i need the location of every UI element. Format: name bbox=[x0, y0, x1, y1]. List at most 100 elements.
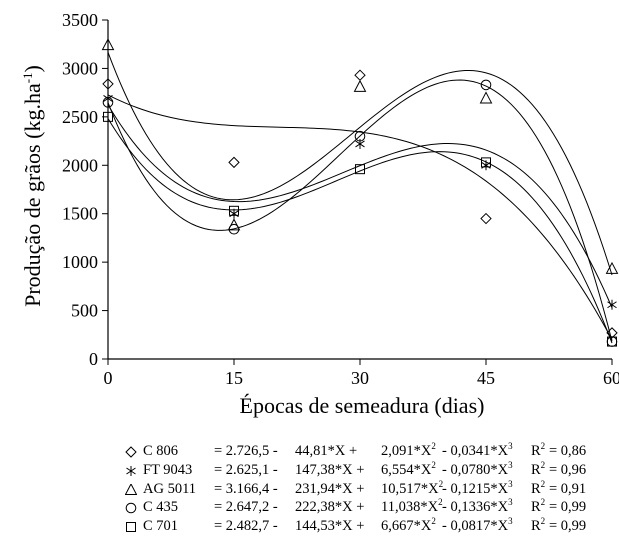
y-tick-label: 500 bbox=[71, 301, 98, 321]
legend-term-cubic: - 0,1336*X3 bbox=[442, 497, 513, 516]
fit-curve-ft-9043 bbox=[107, 104, 613, 308]
legend-term-cubic: - 0,0780*X3 bbox=[442, 459, 513, 478]
legend-term-cubic: - 0,1215*X3 bbox=[442, 478, 513, 497]
fit-curve-c-435 bbox=[107, 79, 613, 342]
legend-series-name: C 435 bbox=[143, 499, 179, 516]
data-point-c-806 bbox=[606, 327, 618, 339]
legend-term-linear: 231,94*X + bbox=[295, 480, 365, 497]
diamond-marker-icon bbox=[125, 446, 137, 458]
y-tick-label: 3000 bbox=[62, 58, 98, 78]
data-point-c-435 bbox=[354, 130, 366, 142]
exponent: 2 bbox=[438, 497, 443, 508]
legend-r-squared-label: R2 bbox=[531, 478, 546, 497]
legend-series-name: AG 5011 bbox=[143, 480, 197, 497]
tick-labels: 0 500 1000 1500 2000 2500 3000 3500 0 15 30 45 60 bbox=[62, 10, 619, 388]
exponent: 3 bbox=[508, 459, 513, 470]
legend-term-linear: 44,81*X + bbox=[295, 443, 358, 459]
legend-term-cubic: - 0,0341*X3 bbox=[442, 441, 513, 459]
diamond-marker-shape bbox=[125, 446, 137, 458]
legend-r-squared-label: R2 bbox=[531, 459, 546, 478]
legend-entry: C 806 = 2.726,5 - 44,81*X + 2,091*X2 - 0,034… bbox=[0, 441, 619, 462]
fit-curve-c-806 bbox=[107, 94, 613, 340]
legend-entry: FT 9043 = 2.625,1 - 147,38*X + 6,554*X2 - 0,… bbox=[0, 459, 619, 481]
x-tick-label: 45 bbox=[477, 368, 495, 388]
data-point-ft-9043 bbox=[481, 160, 491, 171]
square-marker-icon bbox=[125, 521, 137, 533]
data-point-ft-9043 bbox=[103, 93, 113, 104]
legend-series-name: C 701 bbox=[143, 518, 179, 535]
legend-r-squared-label: R2 bbox=[531, 497, 546, 516]
legend-term-constant: = 2.647,2 - bbox=[214, 499, 278, 516]
data-point-c-806 bbox=[102, 78, 114, 90]
legend-term-constant: = 2.482,7 - bbox=[214, 518, 278, 535]
legend-entry: C 701 = 2.482,7 - 144,53*X + 6,667*X2 - 0,08… bbox=[0, 516, 619, 537]
fit-curve-ag-5011 bbox=[107, 52, 613, 276]
circle-marker-icon bbox=[125, 502, 137, 514]
data-point-c-701 bbox=[229, 205, 239, 216]
fit-curve-c-701 bbox=[107, 118, 613, 344]
y-tick-label: 1500 bbox=[62, 204, 98, 224]
legend-r-squared-value: = 0,91 bbox=[549, 480, 587, 497]
x-axis-label: Épocas de semeadura (dias) bbox=[240, 393, 485, 418]
square-marker-shape bbox=[126, 522, 136, 533]
data-points bbox=[101, 38, 619, 347]
exponent: 2 bbox=[431, 459, 436, 470]
y-axis-label: Produção de grãos (kg.ha-1) bbox=[20, 65, 45, 307]
data-point-ag-5011 bbox=[605, 261, 619, 274]
legend-term-constant: = 2.726,5 - bbox=[214, 443, 278, 459]
circle-marker-shape bbox=[125, 503, 137, 514]
data-point-c-701 bbox=[103, 111, 113, 122]
triangle-marker-shape bbox=[124, 482, 138, 495]
legend-term-quadratic: 10,517*X2 bbox=[381, 478, 444, 497]
legend-r-squared-value: = 0,99 bbox=[549, 518, 587, 535]
legend-term-quadratic: 6,667*X2 bbox=[381, 516, 436, 535]
data-point-c-701 bbox=[481, 157, 491, 168]
legend-term-linear: 144,53*X + bbox=[295, 518, 365, 535]
exponent: 2 bbox=[431, 441, 436, 452]
data-point-c-701 bbox=[607, 336, 617, 347]
data-point-ft-9043 bbox=[607, 299, 617, 310]
legend-series-name: FT 9043 bbox=[143, 461, 193, 478]
data-point-ag-5011 bbox=[353, 79, 367, 92]
data-point-c-806 bbox=[228, 156, 240, 169]
legend-term-cubic: - 0,0817*X3 bbox=[442, 516, 513, 535]
legend-r-squared-label: R2 bbox=[531, 441, 546, 459]
exponent: 2 bbox=[540, 478, 546, 489]
legend-r-squared-value: = 0,86 bbox=[549, 443, 587, 459]
plot-axes bbox=[102, 19, 613, 365]
legend-entry: C 435 = 2.647,2 - 222,38*X + 11,038*X2- 0,1… bbox=[0, 497, 619, 518]
x-tick-label: 60 bbox=[603, 368, 619, 388]
data-point-c-806 bbox=[480, 212, 492, 225]
legend-entry: AG 5011 = 3.166,4 - 231,94*X + 10,517*X2- 0… bbox=[0, 478, 619, 500]
data-point-c-701 bbox=[355, 164, 365, 175]
legend-term-linear: 147,38*X + bbox=[295, 461, 365, 478]
exponent: 2 bbox=[540, 459, 546, 470]
data-point-c-435 bbox=[102, 97, 114, 108]
y-tick-label: 2000 bbox=[62, 155, 98, 175]
y-tick-label: 3500 bbox=[62, 10, 98, 30]
exponent: 2 bbox=[431, 516, 436, 527]
legend-r-squared-value: = 0,96 bbox=[549, 461, 587, 478]
exponent: 2 bbox=[540, 516, 546, 527]
exponent: 3 bbox=[508, 478, 513, 489]
legend-term-quadratic: 2,091*X2 bbox=[381, 441, 436, 459]
asterisk-marker-shape bbox=[126, 465, 136, 476]
data-point-ag-5011 bbox=[479, 91, 493, 104]
data-point-c-435 bbox=[480, 79, 492, 91]
legend-term-linear: 222,38*X + bbox=[295, 499, 365, 516]
exponent: 3 bbox=[508, 441, 513, 452]
legend-series-name: C 806 bbox=[143, 443, 179, 459]
data-point-c-435 bbox=[228, 223, 240, 235]
x-tick-label: 15 bbox=[225, 368, 243, 388]
x-tick-label: 30 bbox=[351, 368, 369, 388]
legend-term-quadratic: 6,554*X2 bbox=[381, 459, 436, 478]
y-tick-label: 2500 bbox=[62, 107, 98, 127]
x-tick-label: 0 bbox=[104, 368, 113, 388]
exponent: 2 bbox=[438, 478, 444, 489]
legend-term-constant: = 2.625,1 - bbox=[214, 461, 278, 478]
data-point-c-806 bbox=[354, 69, 366, 81]
exponent: 2 bbox=[540, 441, 546, 452]
legend-r-squared-label: R2 bbox=[531, 516, 546, 535]
exponent: 2 bbox=[540, 497, 546, 508]
data-point-ag-5011 bbox=[227, 218, 241, 231]
